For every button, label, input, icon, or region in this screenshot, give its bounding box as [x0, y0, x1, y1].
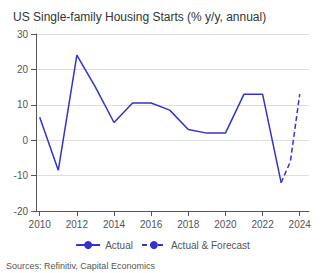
- svg-text:30: 30: [17, 29, 29, 40]
- svg-text:-10: -10: [14, 170, 29, 181]
- svg-text:Actual & Forecast: Actual & Forecast: [171, 240, 250, 251]
- svg-text:US Single-family Housing Start: US Single-family Housing Starts (% y/y, …: [13, 10, 266, 24]
- svg-text:2012: 2012: [66, 219, 89, 230]
- svg-text:Actual: Actual: [105, 240, 133, 251]
- svg-text:2022: 2022: [251, 219, 274, 230]
- svg-text:Sources: Refinitiv, Capital Ec: Sources: Refinitiv, Capital Economics: [6, 261, 155, 271]
- svg-text:10: 10: [17, 99, 29, 110]
- svg-text:-20: -20: [14, 206, 29, 217]
- svg-text:2016: 2016: [140, 219, 163, 230]
- svg-text:0: 0: [22, 135, 28, 146]
- svg-text:20: 20: [17, 64, 29, 75]
- svg-text:2018: 2018: [177, 219, 200, 230]
- svg-text:2020: 2020: [214, 219, 237, 230]
- svg-text:2024: 2024: [289, 219, 312, 230]
- svg-text:2010: 2010: [29, 219, 52, 230]
- svg-text:2014: 2014: [103, 219, 126, 230]
